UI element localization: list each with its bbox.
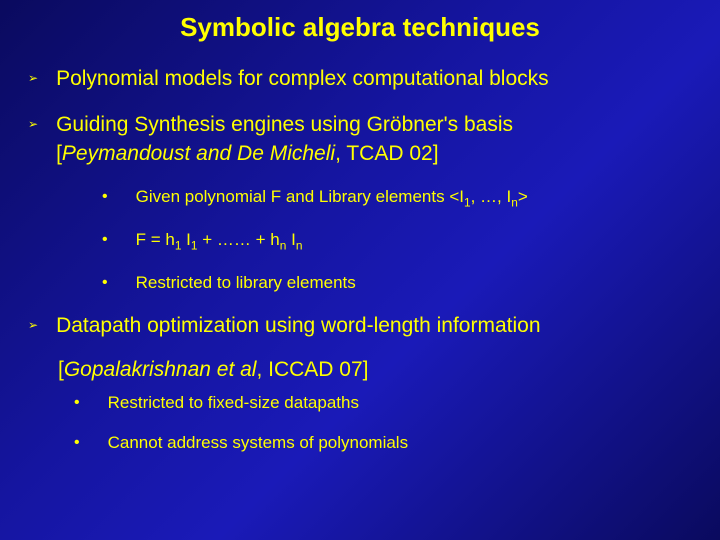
- bullet-3-subs: • Restricted to fixed-size datapaths • C…: [74, 392, 692, 454]
- sub: 1: [191, 238, 198, 252]
- b3-sub1-text: Restricted to fixed-size datapaths: [108, 392, 359, 414]
- arrow-icon: ➢: [28, 117, 38, 131]
- t: I: [181, 230, 190, 249]
- t: , …, I: [471, 187, 512, 206]
- sub: n: [511, 195, 518, 209]
- dot-icon: •: [102, 274, 108, 292]
- bullet-1-text: Polynomial models for complex computatio…: [56, 65, 549, 93]
- t: F = h: [136, 230, 175, 249]
- dot-icon: •: [102, 231, 108, 249]
- b3-sub2: • Cannot address systems of polynomials: [74, 432, 692, 454]
- t: + …… + h: [198, 230, 280, 249]
- b3-sub2-text: Cannot address systems of polynomials: [108, 432, 408, 454]
- dot-icon: •: [74, 434, 80, 452]
- bullet-2: ➢ Guiding Synthesis engines using Gröbne…: [28, 111, 692, 168]
- bullet-3-ref: [Gopalakrishnan et al, ICCAD 07]: [58, 358, 692, 382]
- t: Given polynomial F and Library elements …: [136, 187, 464, 206]
- sub: n: [296, 238, 303, 252]
- bullet-1: ➢ Polynomial models for complex computat…: [28, 65, 692, 93]
- b3-ref-post: , ICCAD 07]: [256, 358, 368, 381]
- b2-sub3: • Restricted to library elements: [102, 272, 692, 294]
- b2-ref-italic: Peymandoust and De Micheli: [62, 142, 335, 165]
- dot-icon: •: [102, 188, 108, 206]
- b3-sub1: • Restricted to fixed-size datapaths: [74, 392, 692, 414]
- t: >: [518, 187, 528, 206]
- b2-line1: Guiding Synthesis engines using Gröbner'…: [56, 113, 513, 136]
- bullet-2-subs: • Given polynomial F and Library element…: [102, 186, 692, 294]
- bullet-3-text: Datapath optimization using word-length …: [56, 312, 540, 340]
- slide-title: Symbolic algebra techniques: [28, 12, 692, 43]
- bullet-3: ➢ Datapath optimization using word-lengt…: [28, 312, 692, 340]
- arrow-icon: ➢: [28, 71, 38, 85]
- b2-ref-post: , TCAD 02]: [335, 142, 438, 165]
- arrow-icon: ➢: [28, 318, 38, 332]
- sub: 1: [464, 195, 471, 209]
- b2-sub1: • Given polynomial F and Library element…: [102, 186, 692, 211]
- b2-sub2: • F = h1 I1 + …… + hn In: [102, 229, 692, 254]
- bullet-2-text: Guiding Synthesis engines using Gröbner'…: [56, 111, 513, 168]
- b2-sub1-text: Given polynomial F and Library elements …: [136, 186, 528, 211]
- dot-icon: •: [74, 394, 80, 412]
- b2-sub2-text: F = h1 I1 + …… + hn In: [136, 229, 303, 254]
- t: I: [286, 230, 295, 249]
- b3-ref-italic: Gopalakrishnan et al: [64, 358, 257, 381]
- b2-sub3-text: Restricted to library elements: [136, 272, 356, 294]
